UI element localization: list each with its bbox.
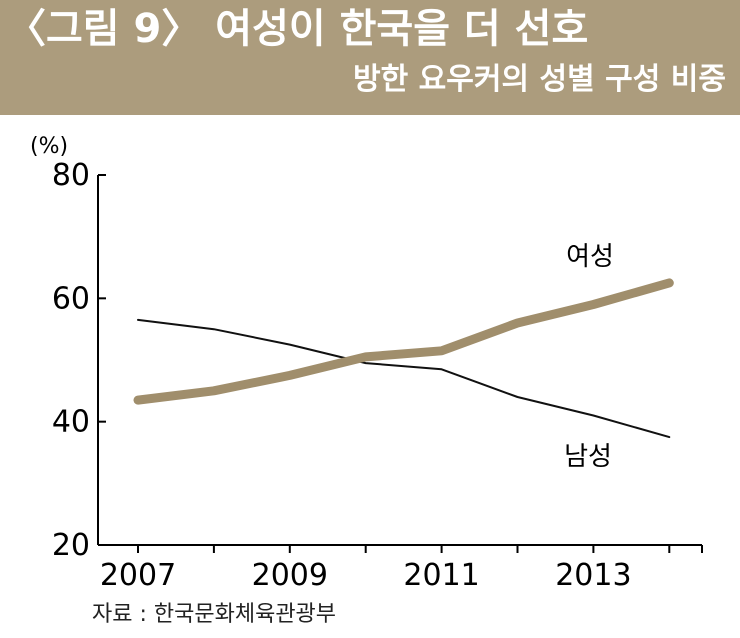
series-male-line <box>137 318 671 439</box>
y-unit-label: (%) <box>30 134 68 159</box>
figure-subtitle: 방한 요우커의 성별 구성 비중 <box>353 62 726 97</box>
y-tick-label-40: 40 <box>52 405 90 440</box>
x-tick-label-2007: 2007 <box>100 558 176 590</box>
chart-axes: 20 40 60 80(%) 2007 2009 2011 2013 <box>30 134 703 590</box>
title-banner: 〈그림 9〉 여성이 한국을 더 선호 방한 요우커의 성별 구성 비중 <box>0 0 740 115</box>
series-female-line <box>133 278 674 405</box>
source-note: 자료 : 한국문화체육관광부 <box>92 602 337 627</box>
series-label-female: 여성 <box>566 242 614 272</box>
x-tick-label-2013: 2013 <box>555 558 631 590</box>
chart-series <box>133 278 674 439</box>
y-tick-label-80: 80 <box>52 158 90 193</box>
series-label-male: 남성 <box>564 442 612 472</box>
figure-title: 〈그림 9〉 여성이 한국을 더 선호 <box>6 6 589 52</box>
y-tick-label-60: 60 <box>52 281 90 316</box>
x-tick-label-2009: 2009 <box>252 558 328 590</box>
y-tick-label-20: 20 <box>52 528 90 563</box>
x-tick-label-2011: 2011 <box>403 558 479 590</box>
